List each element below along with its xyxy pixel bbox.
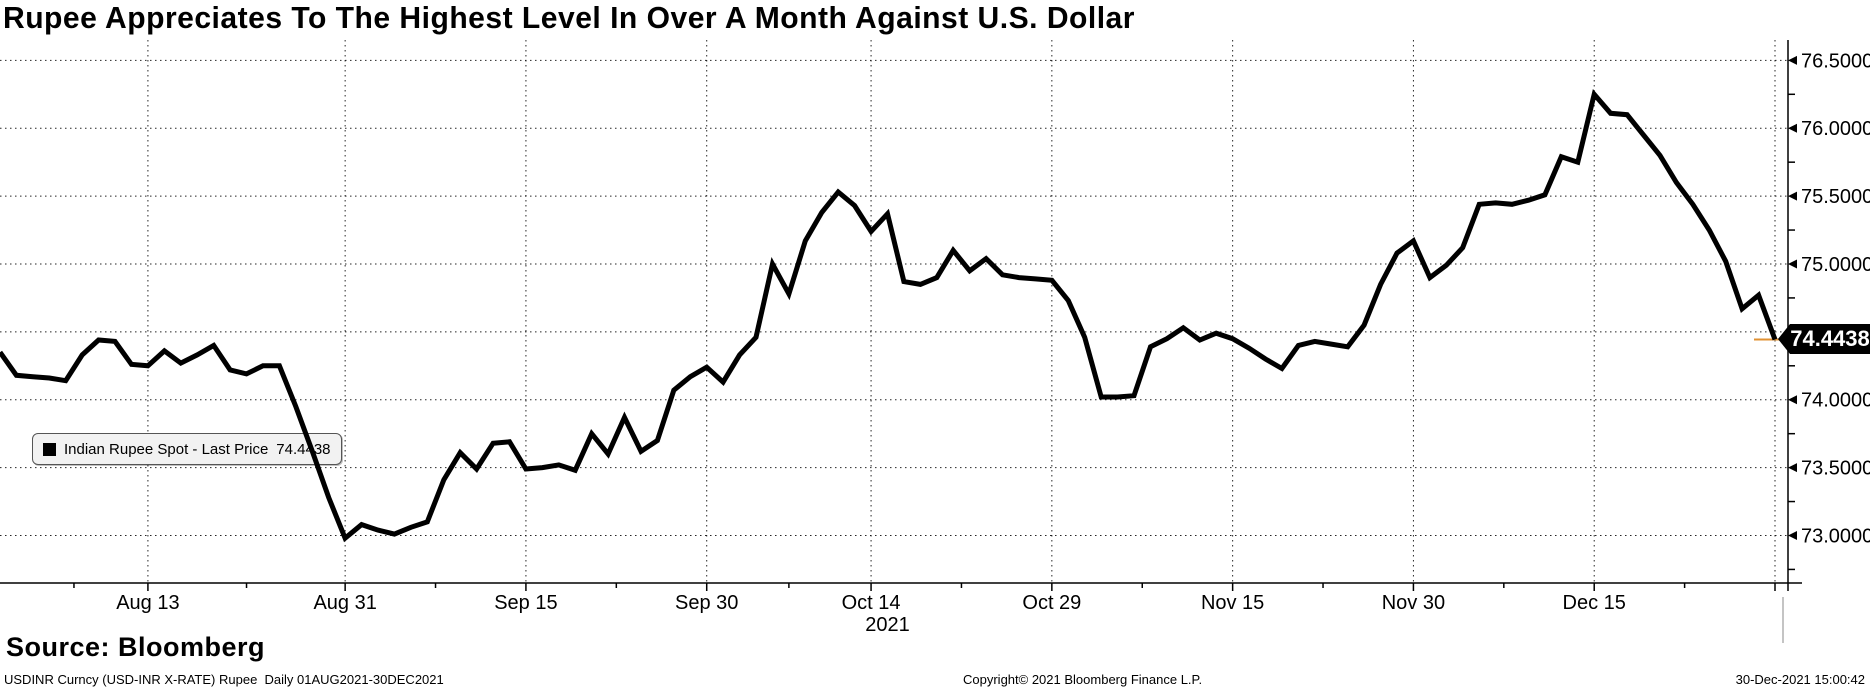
x-axis-label: Oct 29 xyxy=(1022,592,1081,614)
y-tick-arrow-icon xyxy=(1788,55,1797,65)
footer-copyright: Copyright© 2021 Bloomberg Finance L.P. xyxy=(963,672,1203,687)
y-tick-arrow-icon xyxy=(1788,395,1797,405)
y-axis-label: 73.0000 xyxy=(1801,525,1870,547)
y-axis-label: 75.0000 xyxy=(1801,254,1870,276)
last-price-value: 74.4438 xyxy=(1790,326,1870,352)
price-line-series xyxy=(0,88,1778,543)
year-label: 2021 xyxy=(865,614,910,636)
footer-timestamp: 30-Dec-2021 15:00:42 xyxy=(1735,672,1865,687)
x-axis-label: Nov 15 xyxy=(1201,592,1264,614)
y-tick-arrow-icon xyxy=(1788,463,1797,473)
last-price-tag: 74.4438 xyxy=(1778,324,1870,355)
x-axis-label: Oct 14 xyxy=(842,592,901,614)
chart-title: Rupee Appreciates To The Highest Level I… xyxy=(3,0,1135,35)
y-axis-label: 73.5000 xyxy=(1801,458,1870,480)
x-axis-label: Sep 15 xyxy=(494,592,557,614)
y-axis-label: 76.0000 xyxy=(1801,118,1870,140)
x-axis-label: Aug 31 xyxy=(313,592,376,614)
source-label: Source: Bloomberg xyxy=(6,632,266,662)
x-axis-label: Dec 15 xyxy=(1563,592,1626,614)
x-axis-label: Nov 30 xyxy=(1382,592,1445,614)
y-axis-label: 75.5000 xyxy=(1801,186,1870,208)
y-axis-label: 74.0000 xyxy=(1801,390,1870,412)
legend-label: Indian Rupee Spot - Last Price xyxy=(64,440,269,458)
y-tick-arrow-icon xyxy=(1788,123,1797,133)
y-axis-label: 76.5000 xyxy=(1801,50,1870,72)
x-axis-label: Aug 13 xyxy=(116,592,179,614)
y-tick-arrow-icon xyxy=(1788,530,1797,540)
y-tick-arrow-icon xyxy=(1788,259,1797,269)
footer-ticker-info: USDINR Curncy (USD-INR X-RATE) Rupee Dai… xyxy=(4,672,444,687)
y-tick-arrow-icon xyxy=(1788,191,1797,201)
legend-box[interactable]: Indian Rupee Spot - Last Price 74.4438 xyxy=(32,433,342,465)
legend-value: 74.4438 xyxy=(276,440,331,458)
x-axis-label: Sep 30 xyxy=(675,592,738,614)
legend-swatch-icon xyxy=(43,442,56,456)
